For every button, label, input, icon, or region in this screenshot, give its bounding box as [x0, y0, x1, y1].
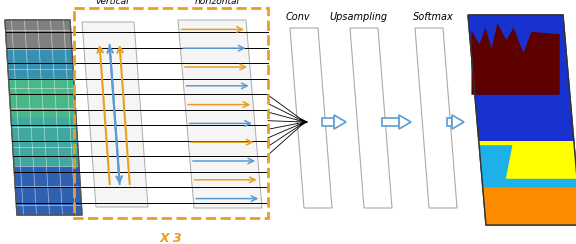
Polygon shape [479, 141, 576, 183]
Polygon shape [7, 49, 74, 79]
Polygon shape [483, 187, 576, 225]
Polygon shape [11, 118, 79, 166]
Bar [382, 118, 399, 126]
Polygon shape [452, 115, 464, 129]
Polygon shape [468, 15, 576, 225]
Polygon shape [471, 23, 560, 95]
Polygon shape [350, 28, 392, 208]
Polygon shape [82, 22, 148, 207]
Polygon shape [468, 15, 571, 110]
Text: Softmax: Softmax [413, 12, 454, 22]
Text: Upsampling: Upsampling [329, 12, 388, 22]
Text: Conv: Conv [286, 12, 310, 22]
Polygon shape [5, 20, 72, 49]
Bar [74, 8, 268, 218]
Text: X 3: X 3 [160, 232, 183, 244]
Bar [322, 118, 334, 126]
Polygon shape [479, 145, 513, 187]
Polygon shape [482, 179, 576, 200]
Polygon shape [399, 115, 411, 129]
Polygon shape [415, 28, 457, 208]
Text: ReNet LSTM,
vertical: ReNet LSTM, vertical [84, 0, 141, 6]
Polygon shape [9, 79, 76, 118]
Text: ReNet LSTM,
horizontal: ReNet LSTM, horizontal [188, 0, 245, 6]
Polygon shape [14, 166, 82, 215]
Polygon shape [5, 20, 82, 215]
Polygon shape [178, 20, 262, 208]
Polygon shape [290, 28, 332, 208]
Bar [447, 118, 452, 126]
Polygon shape [334, 115, 346, 129]
